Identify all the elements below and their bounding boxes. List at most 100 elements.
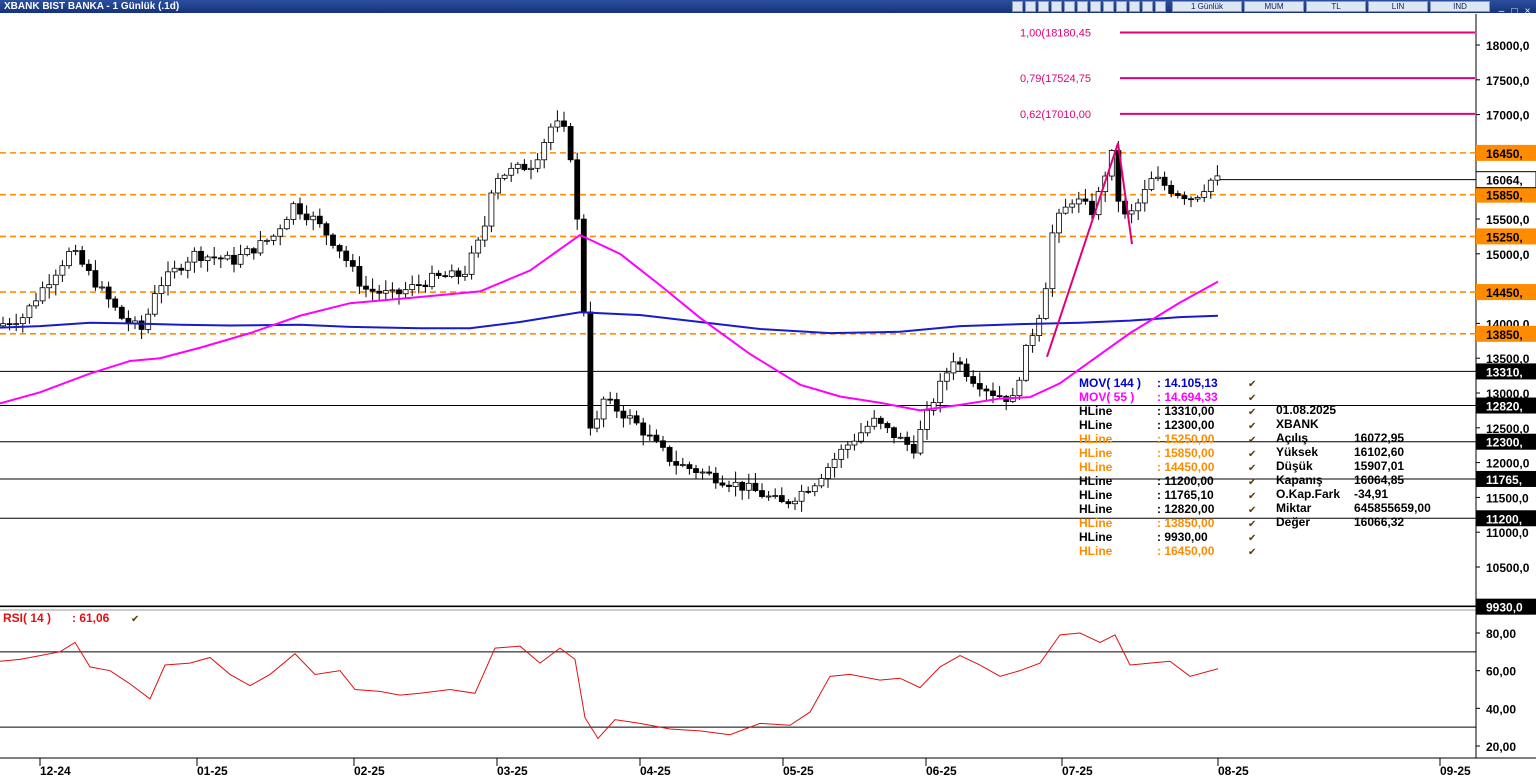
- candle-body: [46, 284, 53, 289]
- hline-axis-label: 14450,: [1486, 286, 1523, 300]
- candle-body: [759, 490, 765, 497]
- x-tick-label: 06-25: [926, 764, 957, 778]
- candle-body: [257, 240, 264, 254]
- rsi-y-tick-label: 40,00: [1486, 702, 1516, 716]
- y-tick-label: 17000,0: [1486, 109, 1530, 123]
- candle-body: [561, 120, 567, 127]
- legend-value: : 15850,00: [1157, 446, 1215, 460]
- candle-body: [607, 398, 614, 401]
- rsi-y-tick-label: 60,00: [1486, 665, 1516, 679]
- candle-body: [382, 290, 389, 294]
- candle-body: [1174, 193, 1181, 196]
- candle-body: [330, 234, 336, 246]
- hline-axis-label: 15850,: [1486, 189, 1523, 203]
- hline-axis-box: [1476, 228, 1536, 245]
- candle-body: [805, 490, 812, 493]
- candle-body: [633, 415, 640, 424]
- candle-body: [871, 417, 878, 427]
- toolbar-icon[interactable]: [1051, 1, 1062, 12]
- toolbar-icon[interactable]: [1142, 1, 1153, 12]
- legend-check-icon: ✔: [1248, 477, 1256, 488]
- candle-body: [1036, 318, 1043, 337]
- rsi-check-icon: ✔: [131, 614, 139, 625]
- candle-body: [297, 203, 303, 215]
- window-buttons: – □ ×: [1495, 1, 1534, 19]
- candle-body: [138, 320, 145, 330]
- info-label: Değer: [1276, 515, 1310, 529]
- candle-body: [679, 464, 686, 466]
- chart-type-selector[interactable]: MUM: [1244, 1, 1304, 12]
- candle-body: [112, 298, 119, 308]
- legend-value: : 15250,00: [1157, 432, 1215, 446]
- indicator-selector[interactable]: IND: [1430, 1, 1490, 12]
- candle-body: [792, 500, 798, 505]
- currency-selector[interactable]: TL: [1306, 1, 1366, 12]
- info-label: Kapanış: [1276, 473, 1323, 487]
- toolbar-icon[interactable]: [1116, 1, 1127, 12]
- toolbar-icon[interactable]: [1064, 1, 1075, 12]
- candle-body: [1069, 203, 1076, 208]
- candle-body: [79, 250, 86, 265]
- toolbar-icon[interactable]: [1090, 1, 1101, 12]
- candle-body: [151, 293, 158, 315]
- candle-body: [198, 250, 204, 262]
- candle-body: [184, 261, 191, 271]
- candle-body: [910, 443, 917, 454]
- candle-body: [844, 444, 851, 450]
- period-selector[interactable]: 1 Günlük: [1172, 1, 1242, 12]
- candle-body: [660, 440, 666, 448]
- candle-body: [501, 174, 508, 179]
- candle-body: [594, 418, 600, 429]
- y-tick-label: 17500,0: [1486, 74, 1530, 88]
- candle-body: [580, 218, 587, 313]
- toolbar-icon[interactable]: [1012, 1, 1023, 12]
- candle-body: [884, 423, 891, 429]
- hline-axis-label: 12820,: [1486, 400, 1523, 414]
- candle-body: [1194, 197, 1201, 200]
- legend-value: : 14.694,33: [1157, 390, 1218, 404]
- x-tick-label: 08-25: [1218, 764, 1249, 778]
- candle-body: [475, 239, 482, 254]
- candle-body: [396, 289, 402, 295]
- candle-body: [105, 286, 112, 300]
- candle-body: [891, 427, 897, 438]
- candle-body: [204, 256, 211, 262]
- close-icon[interactable]: ×: [1524, 6, 1531, 17]
- price-marker-box: [1475, 171, 1536, 189]
- candle-body: [145, 313, 152, 330]
- candle-body: [19, 317, 26, 325]
- candle-body: [158, 285, 165, 295]
- toolbar-icon[interactable]: [1038, 1, 1049, 12]
- candle-body: [620, 410, 627, 419]
- y-tick-label: 18000,0: [1486, 39, 1530, 53]
- legend-value: : 11200,00: [1157, 474, 1214, 488]
- toolbar-icon[interactable]: [1129, 1, 1140, 12]
- candle-body: [0, 323, 6, 327]
- rsi-line: [0, 632, 1219, 740]
- candle-body: [336, 245, 343, 252]
- candle-body: [851, 440, 858, 446]
- candle-body: [488, 192, 495, 227]
- toolbar-icon[interactable]: [1155, 1, 1166, 12]
- candle-body: [864, 425, 871, 434]
- minimize-icon[interactable]: –: [1498, 6, 1505, 17]
- toolbar-icon[interactable]: [1103, 1, 1114, 12]
- legend-name: MOV( 144 ): [1079, 376, 1141, 390]
- y-tick-label: 12500,0: [1486, 422, 1530, 436]
- toolbar-icon[interactable]: [1077, 1, 1088, 12]
- toolbar-icon[interactable]: [1025, 1, 1036, 12]
- legend-name: HLine: [1079, 530, 1113, 544]
- info-label: Açılış: [1276, 431, 1308, 445]
- scale-selector[interactable]: LIN: [1368, 1, 1428, 12]
- candle-body: [1089, 200, 1095, 216]
- ma144-line: [0, 311, 1219, 335]
- candle-body: [270, 235, 277, 241]
- candle-body: [264, 239, 270, 242]
- candle-body: [442, 275, 449, 277]
- candle-body: [1214, 175, 1221, 181]
- candle-body: [798, 490, 805, 502]
- chart-background: [0, 14, 1536, 779]
- legend-check-icon: ✔: [1248, 407, 1256, 418]
- maximize-icon[interactable]: □: [1511, 6, 1518, 17]
